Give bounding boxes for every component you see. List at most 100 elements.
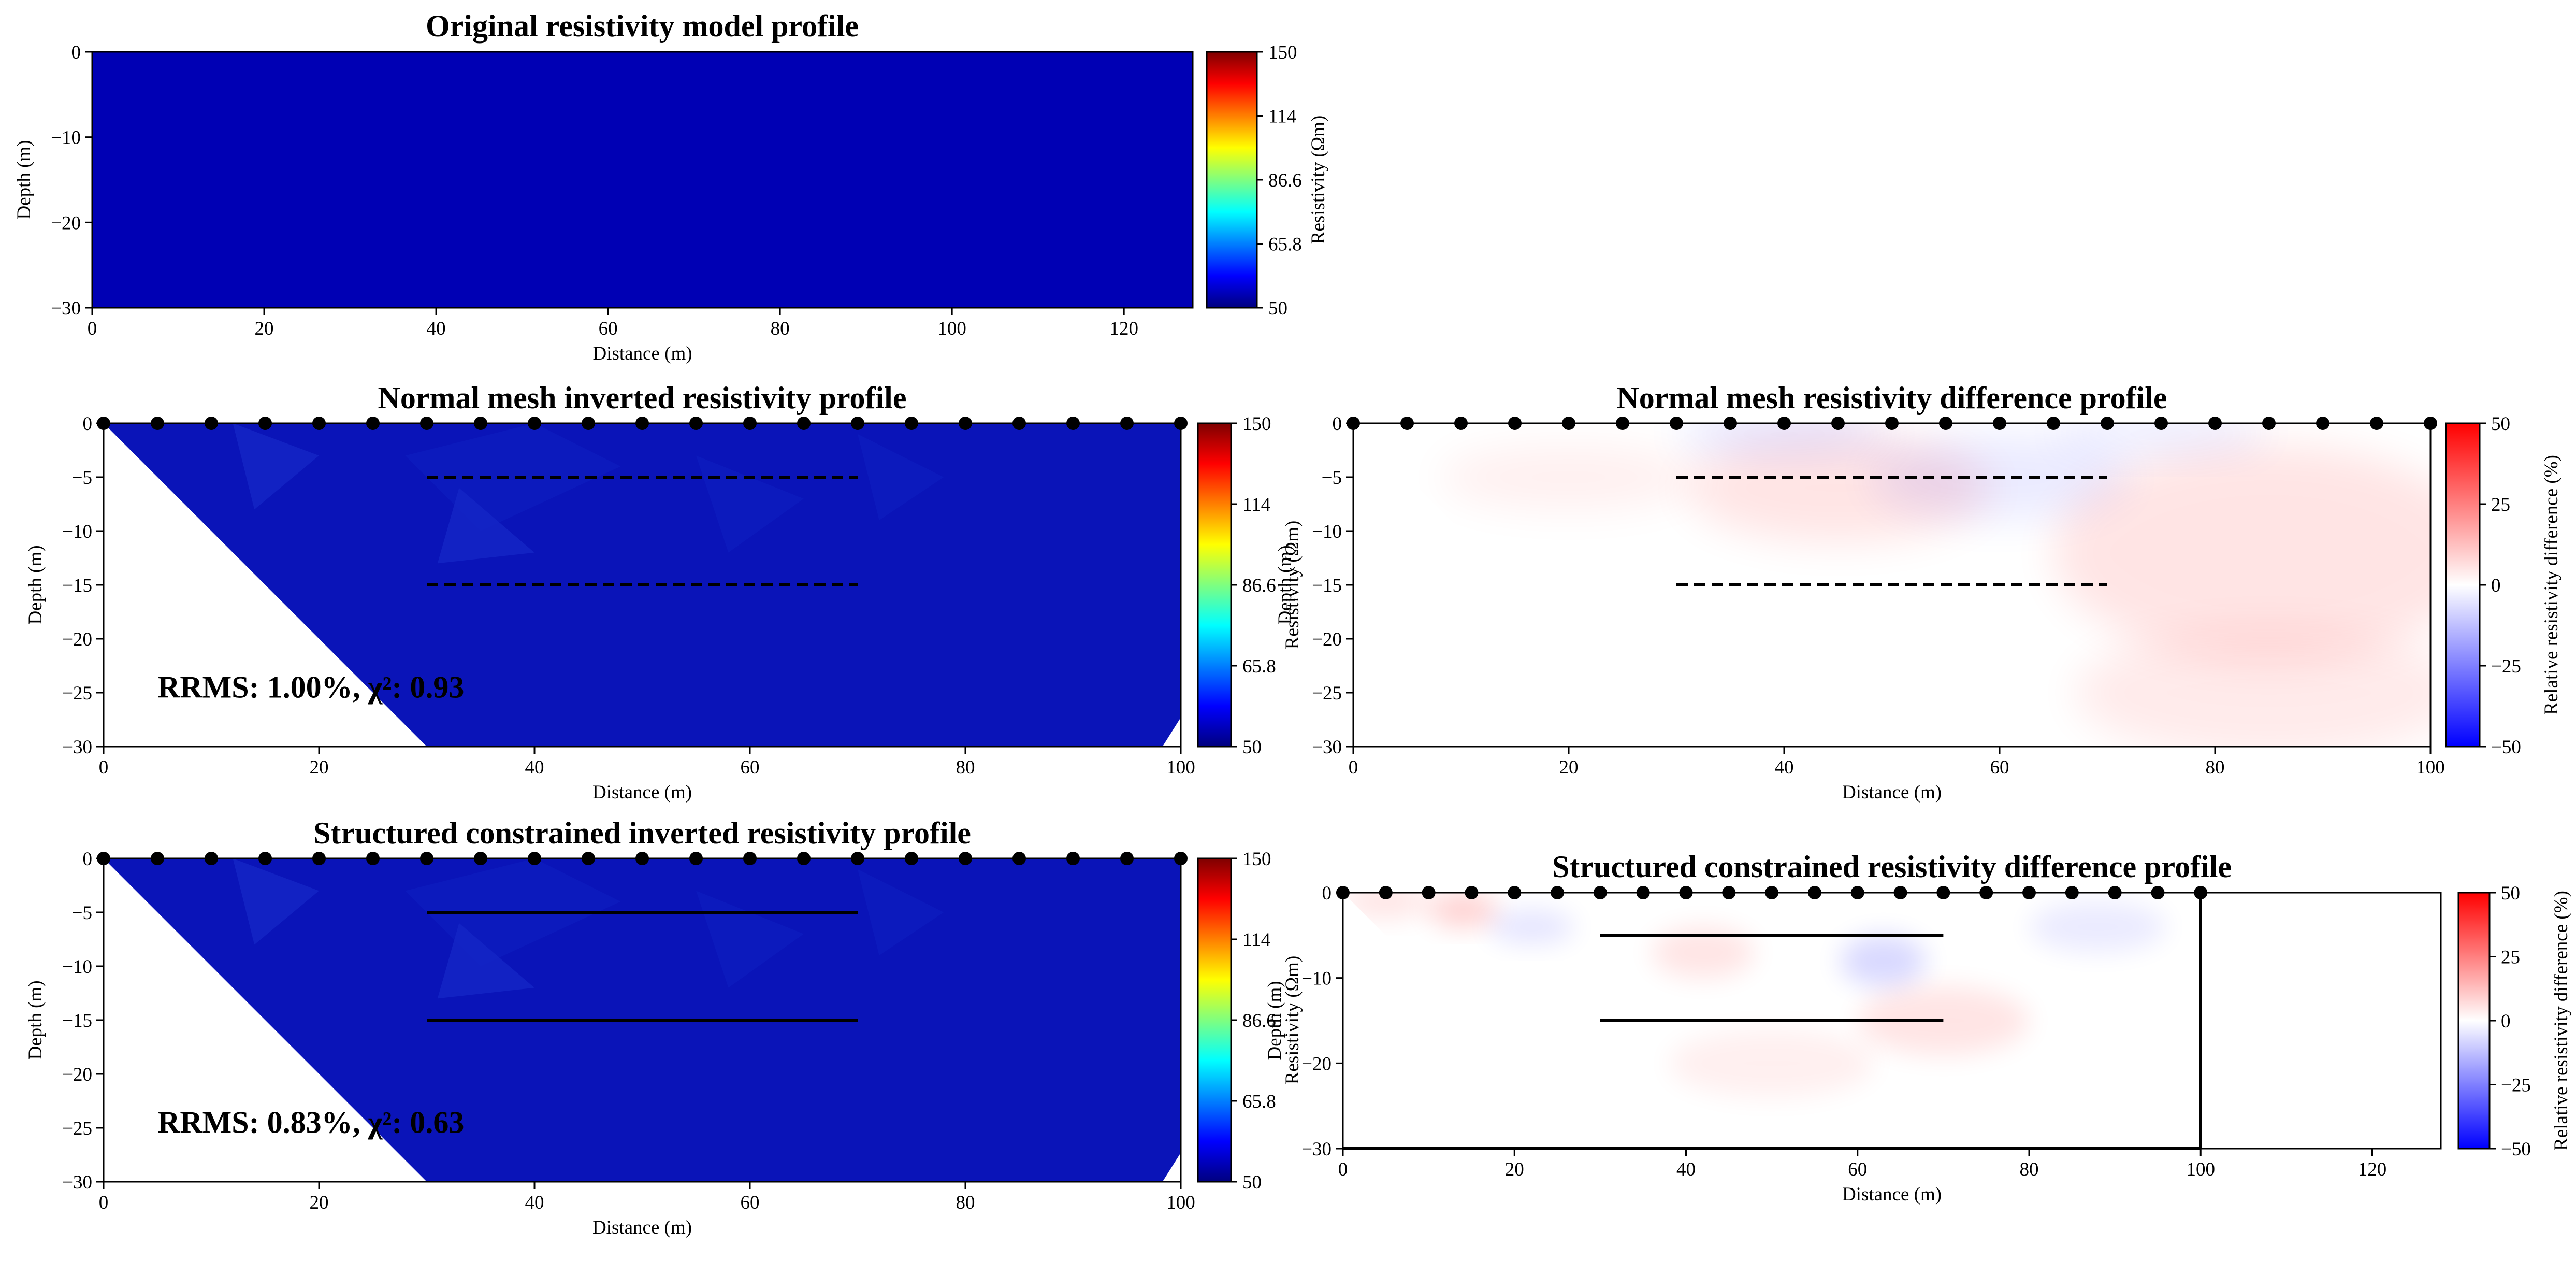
x-axis-label: Distance (m) <box>592 1217 692 1238</box>
y-tick-label: 0 <box>71 42 81 63</box>
x-axis-label: Distance (m) <box>1842 1184 1942 1205</box>
colorbar-label: Resistivity (Ωm) <box>1282 956 1303 1084</box>
y-tick-label: 0 <box>1322 883 1332 904</box>
panel-p5: 0 20 40 60 80 100 120 0 −10 −20 −30 Structured cons… <box>1264 850 2572 1205</box>
rrms-annotation: RRMS: 1.00%, χ²: 0.93 <box>157 670 464 705</box>
colorbar-tick-label: −25 <box>2501 1075 2531 1096</box>
difference-blob <box>1439 445 1698 510</box>
x-tick-label: 40 <box>525 757 544 778</box>
blank-region <box>104 858 427 1182</box>
colorbar-tick-label: 0 <box>2491 575 2501 596</box>
y-tick-label: −10 <box>1312 521 1342 542</box>
x-tick-label: 60 <box>1848 1159 1867 1180</box>
mesh-cell <box>696 891 804 988</box>
mesh-cell <box>437 923 534 999</box>
x-tick-label: 80 <box>2206 757 2225 778</box>
colorbar-tick-label: 150 <box>1242 849 1271 870</box>
chart-title: Structured constrained inverted resistiv… <box>313 816 971 850</box>
y-axis-label: Depth (m) <box>25 980 46 1059</box>
x-tick-label: 80 <box>2020 1159 2039 1180</box>
y-tick-label: −15 <box>62 1010 92 1031</box>
colorbar-label: Relative resistivity difference (%) <box>2551 891 2572 1151</box>
colorbar-tick-label: 86.6 <box>1268 170 1302 191</box>
y-tick-label: −25 <box>62 1118 92 1139</box>
y-tick-label: −20 <box>1312 629 1342 650</box>
x-tick-label: 0 <box>1349 757 1358 778</box>
colorbar-tick-label: 50 <box>1242 737 1262 758</box>
difference-blob <box>1840 935 1927 987</box>
mesh-cell <box>233 858 319 945</box>
colorbar <box>2445 422 2481 748</box>
plot-area <box>1353 423 2430 747</box>
y-axis-label: Depth (m) <box>1275 545 1296 624</box>
axes-frame <box>91 51 1194 309</box>
difference-blob <box>1676 423 1892 456</box>
model-fill <box>92 52 1193 308</box>
x-tick-label: 0 <box>1338 1159 1348 1180</box>
y-tick-label: 0 <box>83 849 93 870</box>
mesh-cell <box>696 455 804 553</box>
x-tick-label: 100 <box>1166 757 1195 778</box>
blank-region <box>1353 423 1676 747</box>
mesh-cell <box>858 869 944 956</box>
colorbar-label: Resistivity (Ωm) <box>1282 521 1303 649</box>
difference-blob <box>1669 1029 1875 1098</box>
colorbar-tick-label: 86.6 <box>1242 1010 1276 1031</box>
mesh-cell <box>437 488 534 564</box>
x-tick-label: 100 <box>2416 757 2445 778</box>
y-tick-label: −30 <box>62 737 92 758</box>
y-tick-label: 0 <box>83 413 93 435</box>
colorbar-tick-label: −50 <box>2491 737 2521 758</box>
colorbar-tick-label: 114 <box>1242 494 1270 515</box>
x-tick-label: 80 <box>956 1192 975 1213</box>
x-tick-label: 120 <box>1109 318 1138 339</box>
y-tick-label: −20 <box>62 629 92 650</box>
x-tick-label: 20 <box>310 1192 329 1213</box>
y-tick-label: −5 <box>72 902 92 924</box>
x-tick-label: 80 <box>956 757 975 778</box>
colorbar-tick-label: 65.8 <box>1242 1091 1276 1112</box>
difference-blob <box>1428 893 1498 927</box>
colorbar-tick-label: 50 <box>1242 1172 1262 1193</box>
colorbar-tick-label: 0 <box>2501 1011 2511 1032</box>
x-tick-label: 40 <box>525 1192 544 1213</box>
y-tick-label: −30 <box>51 298 81 319</box>
colorbar-tick-label: 114 <box>1242 929 1270 951</box>
y-tick-label: −10 <box>51 127 81 149</box>
colorbar <box>2457 892 2491 1150</box>
y-axis-label: Depth (m) <box>1264 981 1285 1060</box>
x-axis-label: Distance (m) <box>1842 782 1942 803</box>
colorbar-tick-label: 50 <box>1268 298 1287 319</box>
y-tick-label: −15 <box>62 575 92 596</box>
x-tick-label: 0 <box>88 318 97 339</box>
colorbar <box>1206 51 1258 309</box>
y-tick-label: −25 <box>1312 683 1342 704</box>
colorbar-tick-label: −50 <box>2501 1139 2531 1160</box>
colorbar-tick-label: 65.8 <box>1242 656 1276 677</box>
colorbar-tick-label: 25 <box>2501 947 2520 968</box>
colorbar-tick-label: 65.8 <box>1268 234 1302 255</box>
colorbar-tick-label: 150 <box>1242 413 1271 435</box>
colorbar-tick-label: 114 <box>1268 106 1296 127</box>
x-tick-label: 40 <box>1775 757 1794 778</box>
x-axis-label: Distance (m) <box>592 782 692 803</box>
blank-region <box>1343 893 1600 1149</box>
difference-blob <box>2029 901 2166 953</box>
x-tick-label: 40 <box>427 318 446 339</box>
y-tick-label: −20 <box>51 212 81 234</box>
y-axis-label: Depth (m) <box>13 140 35 219</box>
x-tick-label: 80 <box>771 318 790 339</box>
rrms-annotation: RRMS: 0.83%, χ²: 0.63 <box>157 1106 464 1140</box>
x-tick-label: 0 <box>99 1192 109 1213</box>
difference-blob <box>2053 445 2430 661</box>
x-tick-label: 60 <box>1990 757 2009 778</box>
x-tick-label: 60 <box>741 1192 760 1213</box>
x-tick-label: 100 <box>937 318 966 339</box>
y-tick-label: −30 <box>1301 1139 1332 1160</box>
x-tick-label: 20 <box>1505 1159 1524 1180</box>
chart-title: Normal mesh inverted resistivity profile <box>378 381 907 415</box>
colorbar-label: Resistivity (Ωm) <box>1308 116 1329 244</box>
x-tick-label: 20 <box>1559 757 1579 778</box>
y-axis-label: Depth (m) <box>25 545 46 624</box>
